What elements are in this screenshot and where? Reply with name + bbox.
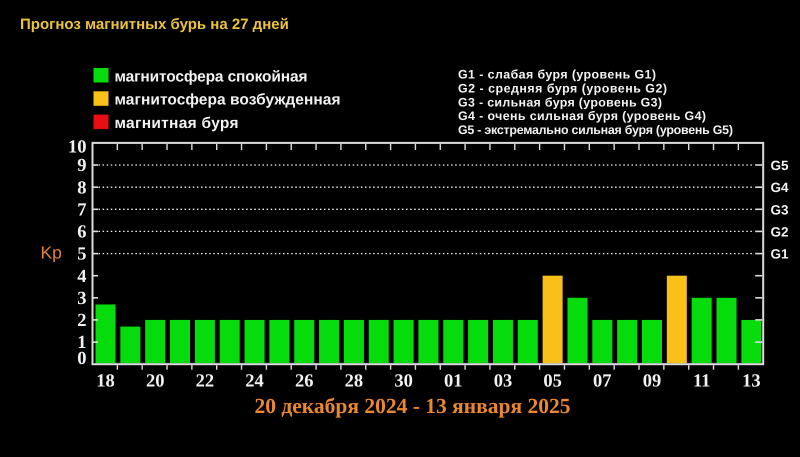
svg-text:24: 24 [245,372,264,392]
svg-text:0: 0 [77,349,86,369]
svg-text:G3: G3 [771,202,790,217]
svg-text:G5 - экстремально сильная буря: G5 - экстремально сильная буря (уровень … [458,123,733,137]
svg-text:22: 22 [196,372,215,392]
svg-text:магнитосфера спокойная: магнитосфера спокойная [115,68,308,85]
svg-text:Прогноз магнитных бурь на 27 д: Прогноз магнитных бурь на 27 дней [20,16,289,33]
svg-text:G2: G2 [771,224,789,239]
svg-text:26: 26 [295,372,314,392]
svg-text:30: 30 [394,372,413,392]
svg-text:18: 18 [96,372,115,392]
svg-text:28: 28 [345,372,364,392]
svg-text:7: 7 [77,200,86,220]
svg-text:11: 11 [693,372,710,392]
svg-text:5: 5 [77,245,86,265]
svg-text:09: 09 [643,372,662,392]
svg-text:G4: G4 [771,180,790,195]
svg-text:8: 8 [77,178,86,198]
svg-text:10: 10 [68,138,87,158]
svg-text:магнитная буря: магнитная буря [115,115,239,132]
svg-text:9: 9 [77,156,86,176]
svg-text:3: 3 [77,289,86,309]
svg-text:6: 6 [77,223,86,243]
svg-text:01: 01 [444,372,463,392]
svg-text:G1 - слабая буря (уровень G1): G1 - слабая буря (уровень G1) [458,67,656,81]
svg-text:G1: G1 [771,247,790,262]
svg-text:20: 20 [146,372,165,392]
svg-text:Kp: Kp [41,242,62,262]
svg-text:G2 - средняя буря (уровень G2): G2 - средняя буря (уровень G2) [458,81,667,95]
svg-text:03: 03 [494,372,513,392]
svg-text:G5: G5 [771,158,790,173]
svg-text:13: 13 [742,372,761,392]
svg-text:G3 - сильная буря (уровень G3): G3 - сильная буря (уровень G3) [458,95,662,109]
svg-text:1: 1 [77,333,86,353]
svg-text:магнитосфера возбужденная: магнитосфера возбужденная [115,92,341,109]
svg-text:G4 - очень сильная буря (урове: G4 - очень сильная буря (уровень G4) [458,109,706,123]
svg-text:4: 4 [77,267,86,287]
svg-text:2: 2 [77,311,86,331]
svg-text:05: 05 [543,372,562,392]
svg-text:07: 07 [593,372,612,392]
svg-text:20 декабря 2024 - 13 января 20: 20 декабря 2024 - 13 января 2025 [255,394,571,418]
